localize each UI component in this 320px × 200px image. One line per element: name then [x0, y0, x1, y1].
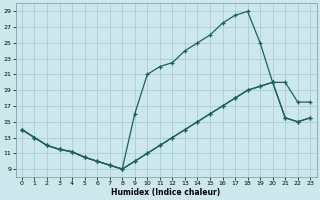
X-axis label: Humidex (Indice chaleur): Humidex (Indice chaleur) [111, 188, 221, 197]
